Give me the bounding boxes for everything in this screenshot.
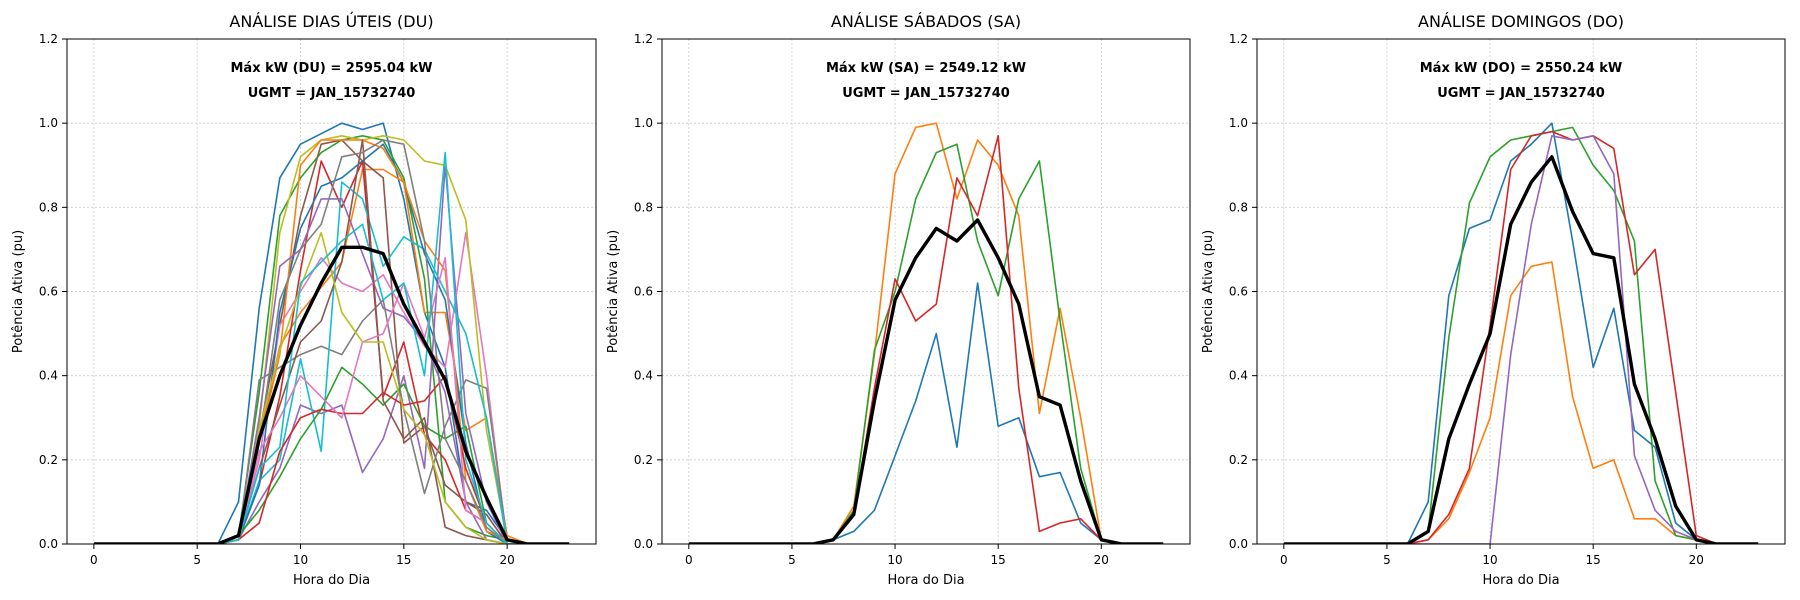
y-tick-label: 0.8 bbox=[634, 200, 653, 214]
y-tick-label: 0.2 bbox=[634, 453, 653, 467]
x-tick-label: 5 bbox=[1383, 553, 1391, 567]
mean-line bbox=[1283, 155, 1759, 544]
series-line-10 bbox=[93, 181, 570, 544]
y-tick-label: 0.8 bbox=[1229, 200, 1248, 214]
y-tick-label: 0.4 bbox=[39, 369, 58, 383]
series-line-4 bbox=[1283, 130, 1759, 544]
series-line-2 bbox=[688, 122, 1164, 544]
y-tick-label: 0.2 bbox=[1229, 453, 1248, 467]
series-line-3 bbox=[1283, 126, 1759, 544]
chart-panel-1: 0 5 10 15 20 0.0 0.2 0.4 0.6 0.8 1.0 1.2 ANÁLISE DIA… bbox=[11, 12, 597, 588]
x-tick-label: 20 bbox=[1689, 553, 1704, 567]
x-tick-label: 10 bbox=[1482, 553, 1497, 567]
y-axis-label: Potência Ativa (pu) bbox=[11, 230, 26, 353]
y-tick-label: 0.4 bbox=[1229, 369, 1248, 383]
chart-title: ANÁLISE DOMINGOS (DO) bbox=[1418, 12, 1624, 31]
series-line-3 bbox=[688, 143, 1164, 544]
y-tick-label: 1.0 bbox=[39, 116, 58, 130]
series-line-20 bbox=[93, 151, 570, 544]
chart-title: ANÁLISE SÁBADOS (SA) bbox=[831, 12, 1021, 31]
chart-annotation-line: Máx kW (SA) = 2549.12 kW bbox=[826, 61, 1026, 76]
y-tick-label: 0.0 bbox=[634, 537, 653, 551]
series-group bbox=[93, 122, 570, 544]
x-tick-label: 0 bbox=[685, 553, 693, 567]
mean-line bbox=[93, 245, 570, 544]
y-tick-label: 1.0 bbox=[634, 116, 653, 130]
x-tick-label: 15 bbox=[1586, 553, 1601, 567]
series-line-12 bbox=[93, 139, 570, 544]
x-tick-label: 5 bbox=[193, 553, 201, 567]
series-line-6 bbox=[93, 139, 570, 544]
y-tick-label: 0.0 bbox=[1229, 537, 1248, 551]
chart-panel-2: 0 5 10 15 20 0.0 0.2 0.4 0.6 0.8 1.0 1.2 ANÁLISE SÁB… bbox=[606, 12, 1191, 588]
y-tick-label: 0.4 bbox=[634, 369, 653, 383]
chart-panel-3: 0 5 10 15 20 0.0 0.2 0.4 0.6 0.8 1.0 1.2 ANÁLISE DOM… bbox=[1201, 12, 1786, 588]
y-tick-label: 0.6 bbox=[39, 285, 58, 299]
x-axis-label: Hora do Dia bbox=[887, 573, 964, 588]
y-tick-label: 0.8 bbox=[39, 200, 58, 214]
chart-annotation-line: UGMT = JAN_15732740 bbox=[248, 86, 416, 101]
y-tick-label: 1.2 bbox=[1229, 32, 1248, 46]
chart-annotation-line: Máx kW (DU) = 2595.04 kW bbox=[230, 61, 432, 76]
y-tick-label: 1.0 bbox=[1229, 116, 1248, 130]
x-tick-label: 15 bbox=[991, 553, 1006, 567]
y-axis-label: Potência Ativa (pu) bbox=[606, 230, 621, 353]
x-tick-label: 10 bbox=[293, 553, 308, 567]
y-tick-label: 0.0 bbox=[39, 537, 58, 551]
x-tick-label: 20 bbox=[1094, 553, 1109, 567]
x-axis-label: Hora do Dia bbox=[1482, 573, 1559, 588]
series-line-9 bbox=[93, 135, 570, 544]
y-tick-label: 1.2 bbox=[634, 32, 653, 46]
series-line-4 bbox=[688, 135, 1164, 544]
series-group bbox=[688, 122, 1164, 544]
x-tick-label: 0 bbox=[90, 553, 98, 567]
series-line-1 bbox=[93, 122, 570, 544]
x-tick-label: 20 bbox=[500, 553, 515, 567]
series-line-18 bbox=[93, 139, 570, 544]
x-tick-label: 10 bbox=[887, 553, 902, 567]
series-line-19 bbox=[93, 231, 570, 544]
mean-line bbox=[688, 218, 1164, 544]
x-axis-label: Hora do Dia bbox=[293, 573, 370, 588]
y-tick-label: 1.2 bbox=[39, 32, 58, 46]
y-tick-label: 0.6 bbox=[634, 285, 653, 299]
series-line-1 bbox=[688, 282, 1164, 544]
series-line-5 bbox=[93, 164, 570, 544]
series-line-3 bbox=[93, 135, 570, 544]
y-tick-label: 0.2 bbox=[39, 453, 58, 467]
y-axis-label: Potência Ativa (pu) bbox=[1201, 230, 1216, 353]
x-tick-label: 5 bbox=[788, 553, 796, 567]
y-tick-label: 0.6 bbox=[1229, 285, 1248, 299]
chart-title: ANÁLISE DIAS ÚTEIS (DU) bbox=[229, 12, 433, 31]
series-line-5 bbox=[1283, 135, 1759, 544]
series-line-8 bbox=[93, 299, 570, 544]
chart-annotation-line: Máx kW (DO) = 2550.24 kW bbox=[1420, 61, 1623, 76]
chart-annotation-line: UGMT = JAN_15732740 bbox=[1437, 86, 1605, 101]
x-tick-label: 0 bbox=[1280, 553, 1288, 567]
chart-annotation-line: UGMT = JAN_15732740 bbox=[842, 86, 1010, 101]
series-group bbox=[1283, 122, 1759, 544]
x-tick-label: 15 bbox=[396, 553, 411, 567]
